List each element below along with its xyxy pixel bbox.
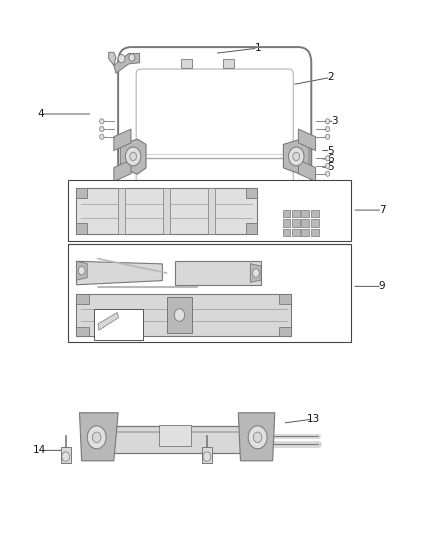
Circle shape xyxy=(125,147,141,166)
Polygon shape xyxy=(114,160,131,181)
Circle shape xyxy=(130,152,137,160)
Bar xyxy=(208,188,215,233)
Polygon shape xyxy=(251,264,261,282)
Circle shape xyxy=(293,152,300,160)
Polygon shape xyxy=(77,188,257,233)
Bar xyxy=(283,220,290,227)
Text: 12: 12 xyxy=(174,321,187,332)
Bar xyxy=(292,210,300,217)
Polygon shape xyxy=(79,413,118,461)
Circle shape xyxy=(100,126,104,132)
Bar xyxy=(283,229,290,236)
Bar xyxy=(118,188,125,233)
Circle shape xyxy=(87,426,106,449)
Bar xyxy=(283,210,290,217)
Text: 11: 11 xyxy=(167,314,180,324)
Text: 9: 9 xyxy=(379,281,385,292)
Bar xyxy=(246,223,257,233)
Bar xyxy=(292,229,300,236)
Circle shape xyxy=(289,147,304,166)
Bar xyxy=(94,309,143,340)
Polygon shape xyxy=(114,129,131,151)
Circle shape xyxy=(100,119,104,124)
Bar xyxy=(60,447,71,463)
Circle shape xyxy=(174,309,185,321)
Bar xyxy=(292,220,300,227)
Text: 5: 5 xyxy=(327,146,334,156)
Circle shape xyxy=(129,54,135,61)
Bar xyxy=(246,188,257,198)
Polygon shape xyxy=(77,261,162,285)
Bar xyxy=(68,180,351,241)
Bar xyxy=(301,220,309,227)
Bar xyxy=(301,229,309,236)
Polygon shape xyxy=(109,52,116,66)
Text: 6: 6 xyxy=(327,154,334,164)
Bar xyxy=(166,297,192,333)
Polygon shape xyxy=(298,160,316,181)
Bar xyxy=(68,244,351,342)
Circle shape xyxy=(118,54,125,63)
Polygon shape xyxy=(114,53,140,73)
Text: 5: 5 xyxy=(327,162,334,172)
Bar xyxy=(77,188,87,198)
Bar xyxy=(77,327,88,336)
Polygon shape xyxy=(77,261,87,280)
Circle shape xyxy=(253,432,262,442)
Circle shape xyxy=(248,426,267,449)
Bar xyxy=(279,294,291,304)
Bar xyxy=(163,188,170,233)
Bar xyxy=(202,447,212,463)
Circle shape xyxy=(78,266,85,275)
Polygon shape xyxy=(283,139,309,174)
Text: 1: 1 xyxy=(254,43,261,53)
Bar xyxy=(311,210,318,217)
Circle shape xyxy=(62,452,70,462)
Text: 7: 7 xyxy=(379,205,385,215)
Polygon shape xyxy=(298,129,316,151)
Polygon shape xyxy=(175,261,261,285)
Bar xyxy=(77,294,88,304)
Bar xyxy=(311,220,318,227)
Bar xyxy=(223,59,234,68)
Text: 2: 2 xyxy=(327,72,334,83)
Polygon shape xyxy=(120,139,146,174)
Bar xyxy=(181,59,192,68)
Bar xyxy=(88,426,268,453)
Text: 3: 3 xyxy=(332,116,338,126)
Text: 4: 4 xyxy=(38,109,44,119)
Polygon shape xyxy=(77,294,291,336)
Circle shape xyxy=(100,134,104,139)
Circle shape xyxy=(252,269,259,277)
Bar xyxy=(301,210,309,217)
Bar xyxy=(77,223,87,233)
Circle shape xyxy=(325,156,330,161)
Circle shape xyxy=(325,126,330,132)
Circle shape xyxy=(325,134,330,139)
Bar xyxy=(159,425,191,446)
Text: 14: 14 xyxy=(246,446,259,455)
Circle shape xyxy=(203,452,211,462)
Text: 10: 10 xyxy=(173,245,186,255)
Polygon shape xyxy=(238,413,275,461)
Polygon shape xyxy=(98,312,119,330)
Text: 14: 14 xyxy=(33,446,46,455)
Circle shape xyxy=(325,171,330,176)
Circle shape xyxy=(92,432,101,442)
Bar xyxy=(279,327,291,336)
Circle shape xyxy=(325,119,330,124)
Text: 13: 13 xyxy=(307,414,320,424)
Text: 8: 8 xyxy=(328,191,335,201)
Circle shape xyxy=(325,164,330,168)
Bar xyxy=(311,229,318,236)
